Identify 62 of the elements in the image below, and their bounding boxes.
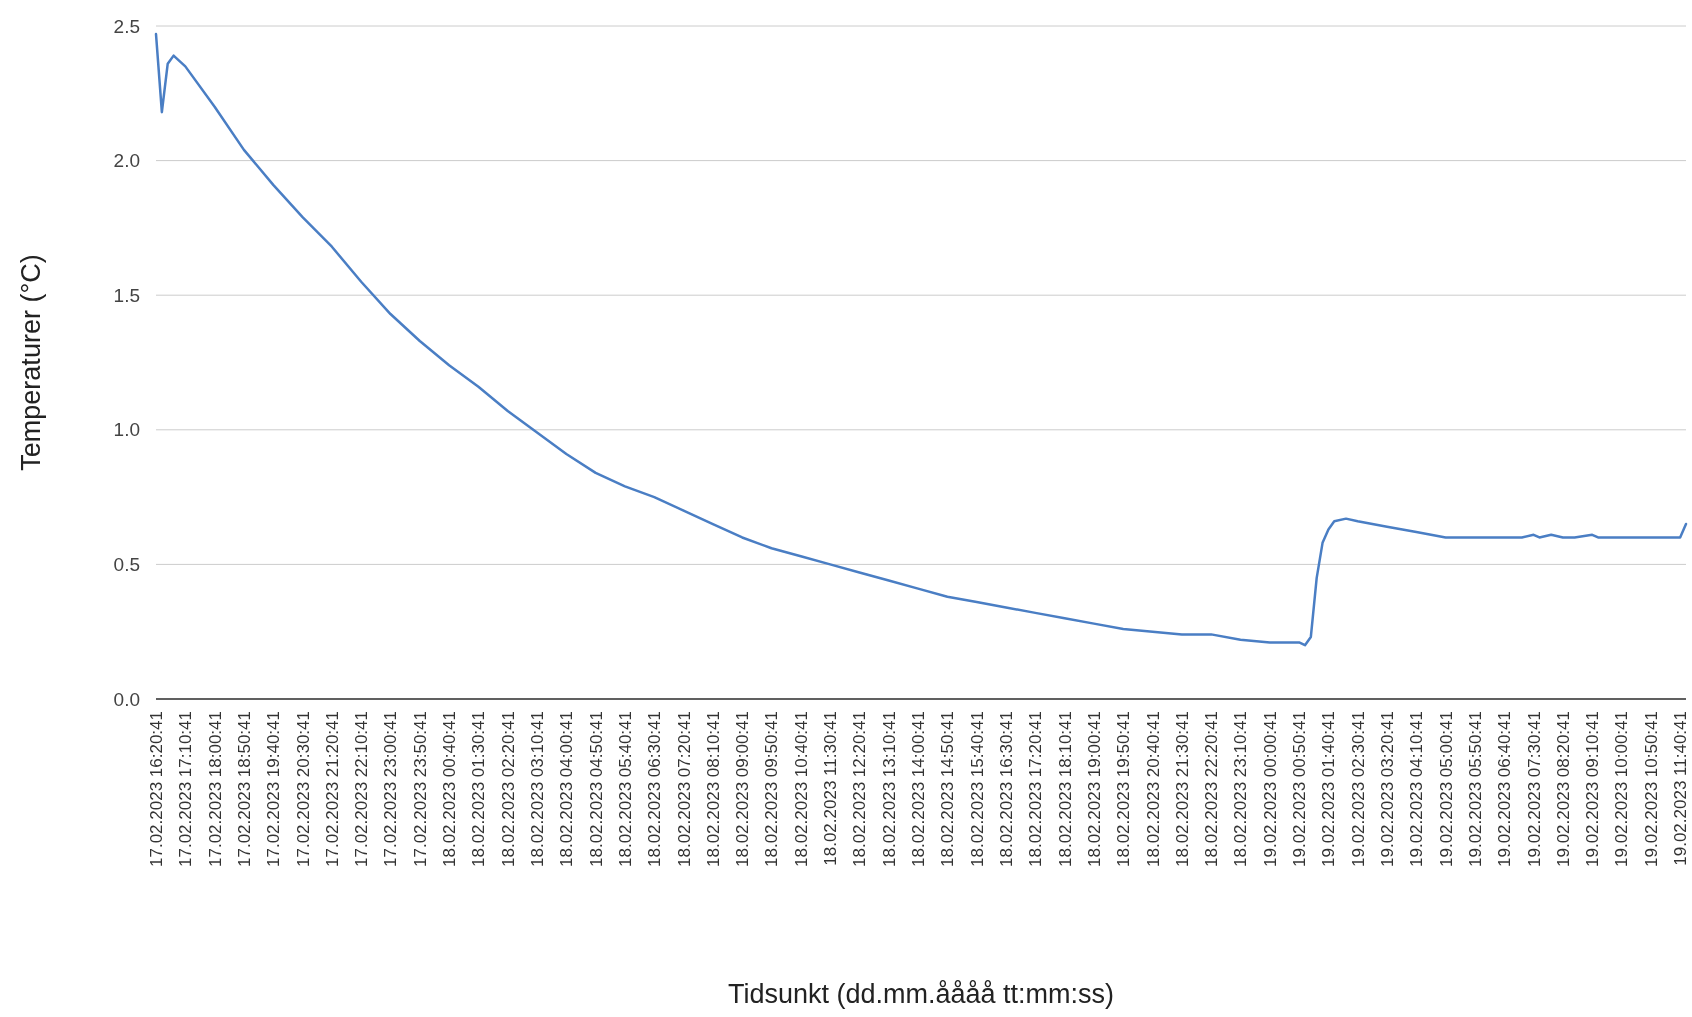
x-tick-label: 19.02.2023 10:00:41 [1612,711,1632,867]
x-tick-label: 18.02.2023 13:10:41 [879,711,899,867]
x-tick-label: 18.02.2023 08:10:41 [703,711,723,867]
x-tick-label: 17.02.2023 23:00:41 [381,711,401,867]
x-tick-label: 18.02.2023 18:10:41 [1055,711,1075,867]
x-tick-label: 18.02.2023 14:50:41 [938,711,958,867]
line-series [154,32,1688,647]
x-tick-label: 17.02.2023 19:40:41 [264,711,284,867]
x-tick-label: 18.02.2023 11:30:41 [821,711,841,866]
x-tick-label: 17.02.2023 21:20:41 [322,711,342,867]
x-tick-label: 18.02.2023 04:50:41 [586,711,606,867]
x-tick-label: 18.02.2023 06:30:41 [645,711,665,867]
x-tick-label: 19.02.2023 05:00:41 [1436,711,1456,867]
x-tick-label: 19.02.2023 06:40:41 [1495,711,1515,867]
x-tick-label: 18.02.2023 00:40:41 [440,711,460,867]
x-axis-title: Tidsunkt (dd.mm.åååå tt:mm:ss) [727,979,1115,1009]
x-tick-label: 19.02.2023 09:10:41 [1583,711,1603,867]
x-tick-label: 18.02.2023 05:40:41 [615,711,635,867]
x-tick-label: 18.02.2023 01:30:41 [469,711,489,867]
x-tick-label: 19.02.2023 05:50:41 [1465,711,1485,867]
x-tick-label: 18.02.2023 02:20:41 [498,711,518,867]
x-tick-label: 19.02.2023 07:30:41 [1524,711,1544,867]
x-tick-label: 19.02.2023 10:50:41 [1641,711,1661,867]
x-tick-label: 18.02.2023 04:00:41 [557,711,577,867]
x-tick-label: 18.02.2023 17:20:41 [1026,711,1046,867]
x-tick-label: 18.02.2023 16:30:41 [996,711,1016,867]
x-tick-label: 18.02.2023 23:10:41 [1231,711,1251,867]
x-tick-label: 17.02.2023 20:30:41 [293,711,313,867]
x-tick-label: 18.02.2023 10:40:41 [791,711,811,867]
x-tick-label: 17.02.2023 18:00:41 [205,711,225,867]
x-tick-label: 18.02.2023 20:40:41 [1143,711,1163,867]
x-tick-label: 17.02.2023 17:10:41 [176,711,196,867]
x-tick-label: 19.02.2023 00:50:41 [1290,711,1310,867]
x-tick-label: 18.02.2023 22:20:41 [1202,711,1222,867]
y-tick-label: 1.0 [113,419,140,441]
x-tick-label: 19.02.2023 08:20:41 [1553,711,1573,867]
y-tick-label: 0.0 [113,688,140,710]
x-tick-label: 19.02.2023 02:30:41 [1348,711,1368,867]
x-tick-label: 19.02.2023 04:10:41 [1407,711,1427,867]
x-tick-label: 18.02.2023 03:10:41 [527,711,547,867]
x-tick-label: 18.02.2023 15:40:41 [967,711,987,867]
x-tick-label: 18.02.2023 19:50:41 [1114,711,1134,867]
x-tick-label: 18.02.2023 07:20:41 [674,711,694,867]
x-tick-label: 17.02.2023 22:10:41 [352,711,372,867]
x-tick-label: 19.02.2023 03:20:41 [1377,711,1397,867]
y-tick-label: 2.5 [113,15,140,37]
x-tick-label: 18.02.2023 19:00:41 [1084,711,1104,867]
x-tick-label: 18.02.2023 09:00:41 [733,711,753,867]
y-tick-label: 2.0 [113,150,140,172]
x-tick-label: 18.02.2023 12:20:41 [850,711,870,867]
x-tick-label: 18.02.2023 09:50:41 [762,711,782,867]
y-tick-label: 1.5 [113,284,140,306]
x-tick-label: 17.02.2023 16:20:41 [146,711,166,867]
x-tick-label: 19.02.2023 00:00:41 [1260,711,1280,867]
y-tick-label: 0.5 [113,554,140,576]
y-axis-title: Temperaturer (°C) [16,254,46,471]
x-tick-label: 19.02.2023 11:40:41 [1671,711,1691,866]
x-tick-label: 18.02.2023 14:00:41 [909,711,929,867]
x-tick-label: 17.02.2023 23:50:41 [410,711,430,867]
x-tick-label: 18.02.2023 21:30:41 [1172,711,1192,867]
x-tick-label: 19.02.2023 01:40:41 [1319,711,1339,867]
x-tick-label: 17.02.2023 18:50:41 [234,711,254,867]
